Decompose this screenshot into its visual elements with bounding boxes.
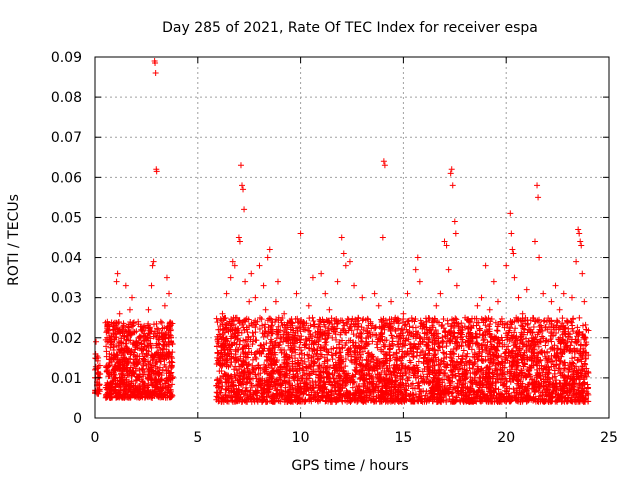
data-point — [104, 379, 111, 386]
data-point — [151, 351, 158, 358]
data-point — [144, 393, 151, 400]
data-point — [107, 344, 114, 351]
data-point — [95, 374, 102, 381]
data-point — [164, 388, 171, 395]
data-point — [122, 385, 129, 392]
data-point — [166, 334, 173, 341]
data-point — [130, 322, 137, 329]
data-point — [167, 362, 174, 369]
data-point — [168, 393, 175, 400]
data-point — [96, 362, 103, 369]
data-point — [163, 346, 170, 353]
data-point — [127, 319, 134, 325]
points-layer — [92, 58, 592, 405]
data-point — [130, 359, 137, 366]
data-point — [117, 359, 124, 366]
data-point — [169, 349, 176, 356]
data-point — [118, 339, 125, 346]
data-point — [112, 390, 119, 397]
data-point — [161, 350, 168, 357]
data-point — [156, 370, 163, 377]
data-point — [115, 319, 122, 326]
data-point — [140, 358, 147, 365]
data-point — [156, 353, 163, 360]
data-point — [120, 320, 127, 327]
data-point — [162, 380, 169, 387]
data-point — [152, 360, 159, 367]
data-point — [161, 343, 168, 350]
data-point — [139, 378, 146, 385]
data-point — [165, 382, 172, 389]
data-point — [125, 360, 132, 367]
data-point — [117, 370, 124, 377]
data-point — [109, 327, 116, 334]
data-point — [157, 358, 164, 365]
data-point — [120, 379, 127, 386]
data-point — [123, 337, 130, 344]
data-point — [146, 372, 153, 379]
data-point — [128, 386, 135, 393]
data-point — [106, 356, 113, 363]
data-point — [150, 321, 157, 328]
data-point — [140, 379, 147, 386]
data-point — [169, 381, 176, 388]
data-point — [169, 355, 176, 362]
data-point — [132, 377, 139, 384]
data-point — [112, 383, 119, 390]
data-point — [154, 344, 161, 351]
data-point — [112, 374, 119, 381]
data-point — [116, 349, 123, 356]
data-point — [169, 392, 176, 399]
data-point — [116, 339, 123, 346]
data-point — [169, 363, 176, 370]
data-point — [146, 330, 153, 337]
data-point — [139, 326, 146, 333]
data-point — [126, 324, 133, 331]
data-point — [164, 352, 171, 359]
data-point — [132, 353, 139, 360]
data-point — [136, 370, 143, 377]
data-point — [133, 356, 140, 363]
data-point — [153, 325, 160, 332]
data-point — [143, 347, 150, 354]
data-point — [162, 363, 169, 370]
data-point — [114, 394, 121, 401]
data-point — [122, 393, 129, 400]
data-point — [124, 348, 131, 355]
data-point — [140, 324, 147, 331]
data-point — [160, 338, 167, 345]
data-point — [103, 343, 110, 350]
data-point — [108, 380, 115, 387]
data-point — [125, 332, 132, 339]
data-point — [120, 347, 127, 354]
data-point — [163, 370, 170, 377]
data-point — [140, 346, 147, 353]
data-point — [116, 358, 123, 365]
data-point — [119, 394, 126, 401]
data-point — [153, 334, 160, 341]
data-point — [148, 381, 155, 388]
data-point — [161, 356, 168, 363]
data-point — [152, 363, 159, 370]
data-point — [158, 319, 165, 326]
data-point — [141, 353, 148, 360]
data-point — [103, 353, 110, 360]
data-point — [145, 375, 152, 382]
data-point — [115, 362, 122, 369]
data-point — [125, 323, 132, 330]
